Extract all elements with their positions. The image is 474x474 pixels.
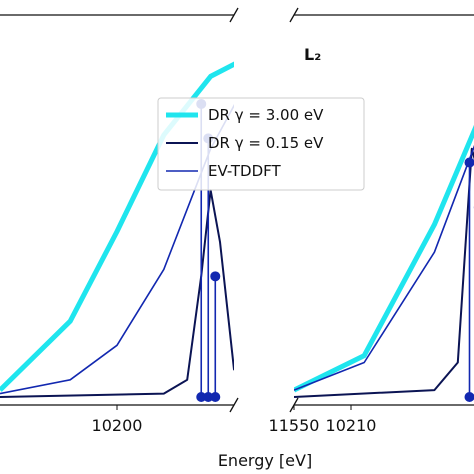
legend: DR γ = 3.00 eV DR γ = 0.15 eV EV-TDDFT — [157, 97, 365, 191]
stick-peak-marker-left-2 — [210, 271, 221, 282]
series-line-left-ev-tddft — [0, 104, 234, 395]
stick-peak-marker-right-0 — [464, 157, 474, 168]
series-line-left-dr-0-15-ev — [0, 189, 234, 398]
left-panel: 102001021010220 — [0, 61, 377, 435]
series-line-left-dr-3-00-ev — [0, 61, 234, 392]
legend-entry-1: DR γ = 0.15 eV — [208, 134, 324, 152]
stick-base-marker-right-0 — [464, 392, 474, 402]
legend-entry-0: DR γ = 3.00 eV — [208, 106, 324, 124]
right-panel: 1155011560L₂ — [269, 45, 474, 435]
x-axis-title: Energy [eV] — [218, 451, 312, 470]
axes-frame — [0, 7, 474, 413]
stick-peak-marker-left-5 — [306, 213, 316, 223]
panel-annotation-right: L₂ — [304, 45, 321, 64]
stick-peak-marker-left-3 — [290, 82, 300, 92]
series-line-right-dr-3-00-ev — [294, 124, 474, 393]
axis-break-mark-0-1 — [229, 397, 239, 413]
stick-base-marker-left-1 — [203, 392, 214, 402]
stick-base-marker-left-0 — [196, 392, 207, 402]
axis-break-mark-1-0 — [289, 7, 299, 23]
x-tick-label-left-1: 10210 — [326, 416, 377, 435]
legend-box — [157, 97, 365, 191]
series-line-right-ev-tddft — [294, 144, 474, 391]
x-tick-label-left-0: 10200 — [92, 416, 143, 435]
x-tick-label-right-0: 11550 — [269, 416, 320, 435]
series-line-right-dr-0-15-ev — [294, 147, 474, 398]
legend-entry-2: EV-TDDFT — [208, 162, 282, 180]
axis-break-mark-1-1 — [289, 397, 299, 413]
axis-break-mark-0-0 — [229, 7, 239, 23]
stick-base-marker-left-2 — [210, 392, 221, 402]
